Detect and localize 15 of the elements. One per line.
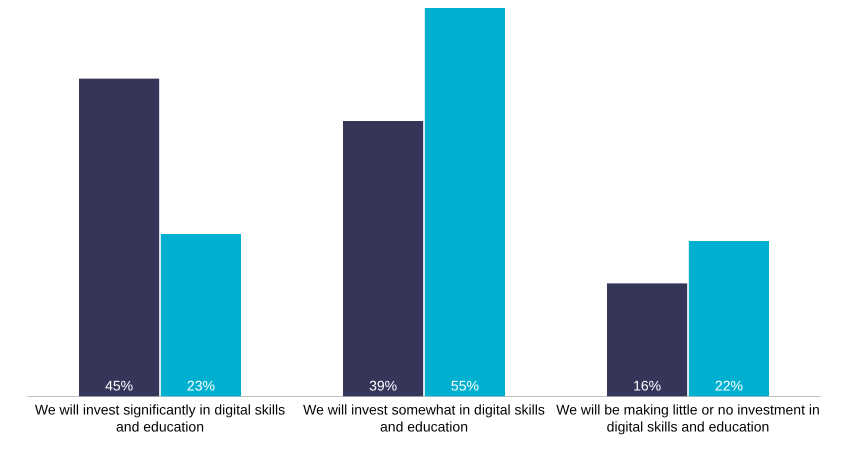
data-label: 39% — [369, 377, 398, 394]
data-label: 55% — [450, 377, 479, 394]
x-tick-label: We will be making little or no investment in digital skills and education — [556, 402, 820, 434]
data-label: 23% — [186, 377, 215, 394]
data-label: 22% — [714, 377, 743, 394]
bar — [424, 8, 506, 396]
bar — [688, 241, 770, 396]
data-label: 45% — [105, 377, 134, 394]
x-tick-label: We will invest significantly in digital skills and education — [34, 402, 286, 434]
x-tick-label: We will invest somewhat in digital skills and education — [303, 402, 545, 434]
bar — [78, 78, 160, 396]
data-label: 16% — [633, 377, 662, 394]
bar — [160, 234, 242, 396]
bar — [342, 120, 424, 396]
bar — [606, 283, 688, 396]
